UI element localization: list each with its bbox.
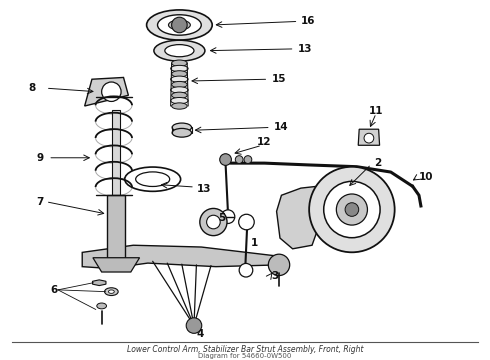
- Ellipse shape: [172, 129, 192, 137]
- Circle shape: [239, 264, 253, 277]
- Text: 14: 14: [274, 122, 289, 132]
- Circle shape: [336, 194, 368, 225]
- Text: 7: 7: [36, 197, 44, 207]
- Ellipse shape: [172, 81, 187, 88]
- Polygon shape: [93, 280, 106, 285]
- Ellipse shape: [154, 40, 205, 61]
- Circle shape: [221, 210, 235, 224]
- Ellipse shape: [169, 20, 190, 30]
- Ellipse shape: [171, 98, 188, 104]
- Bar: [112, 109, 120, 195]
- Bar: [107, 195, 125, 258]
- Ellipse shape: [171, 76, 188, 82]
- Circle shape: [172, 17, 187, 33]
- Text: 13: 13: [297, 44, 312, 54]
- Circle shape: [269, 254, 290, 275]
- Circle shape: [207, 215, 220, 229]
- Text: 5: 5: [218, 213, 225, 223]
- Ellipse shape: [172, 60, 187, 66]
- Text: 12: 12: [257, 137, 271, 147]
- Circle shape: [101, 82, 121, 102]
- Ellipse shape: [136, 172, 170, 186]
- Ellipse shape: [97, 303, 106, 309]
- Ellipse shape: [147, 10, 212, 40]
- Ellipse shape: [172, 92, 187, 98]
- Ellipse shape: [158, 15, 201, 35]
- Circle shape: [364, 133, 374, 143]
- Text: 1: 1: [251, 238, 258, 248]
- Text: 3: 3: [272, 271, 279, 280]
- Ellipse shape: [172, 123, 192, 132]
- Ellipse shape: [172, 103, 187, 109]
- Text: 9: 9: [36, 153, 43, 163]
- Text: 10: 10: [419, 172, 434, 183]
- Circle shape: [220, 154, 231, 165]
- Ellipse shape: [171, 66, 188, 72]
- Ellipse shape: [104, 288, 118, 296]
- Circle shape: [200, 208, 227, 236]
- Polygon shape: [85, 77, 128, 106]
- Ellipse shape: [172, 71, 187, 77]
- Circle shape: [324, 181, 380, 238]
- Ellipse shape: [108, 290, 114, 293]
- Circle shape: [309, 167, 394, 252]
- Text: 2: 2: [374, 158, 381, 168]
- Polygon shape: [358, 129, 380, 145]
- Text: Diagram for 54660-0W500: Diagram for 54660-0W500: [198, 353, 292, 359]
- Text: 11: 11: [369, 106, 383, 116]
- Circle shape: [186, 318, 202, 333]
- Ellipse shape: [171, 87, 188, 93]
- Text: 13: 13: [196, 184, 211, 194]
- Circle shape: [345, 203, 359, 216]
- Circle shape: [244, 156, 252, 163]
- Ellipse shape: [125, 167, 181, 192]
- Text: 16: 16: [301, 17, 316, 26]
- Ellipse shape: [165, 45, 194, 57]
- Polygon shape: [82, 245, 279, 269]
- Text: 4: 4: [196, 329, 204, 339]
- Circle shape: [235, 156, 243, 163]
- Text: 8: 8: [29, 83, 36, 93]
- Text: Lower Control Arm, Stabilizer Bar Strut Assembly, Front, Right: Lower Control Arm, Stabilizer Bar Strut …: [127, 345, 363, 354]
- Polygon shape: [93, 258, 140, 272]
- Text: 6: 6: [50, 285, 58, 295]
- Text: 15: 15: [272, 74, 286, 84]
- Circle shape: [239, 214, 254, 230]
- Polygon shape: [276, 186, 323, 249]
